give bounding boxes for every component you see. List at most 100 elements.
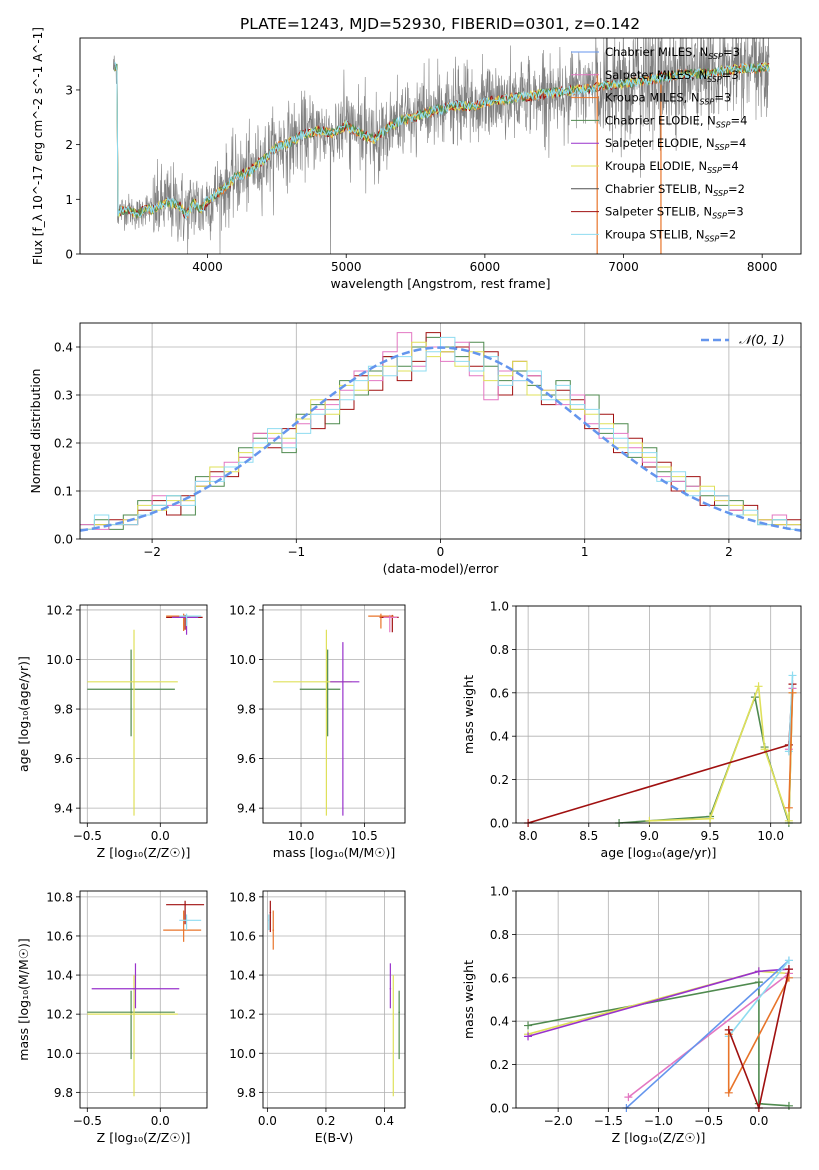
- legend-entry: Chabrier ELODIE, NSSP=4: [605, 113, 747, 129]
- y-tick-label: 10.6: [229, 929, 256, 943]
- legend-label: Kroupa STELIB, N: [605, 227, 705, 241]
- data-point: [398, 1011, 400, 1014]
- y-tick-label: 0.3: [54, 389, 73, 403]
- data-point: [269, 911, 272, 914]
- legend-subscript: SSP: [716, 120, 731, 129]
- axes-frame: [262, 890, 406, 1109]
- axes-frame: [79, 37, 802, 255]
- y-tick-label: 10.2: [229, 1008, 256, 1022]
- weight-marker: [754, 682, 763, 691]
- legend-subscript: SSP: [707, 75, 722, 84]
- legend-label: Kroupa MILES, N: [605, 91, 700, 105]
- data-point: [326, 688, 329, 691]
- legend-label: Salpeter ELODIE, N: [605, 136, 715, 150]
- y-tick-label: 9.6: [237, 752, 256, 766]
- x-tick-label: 0.0: [151, 829, 170, 843]
- legend-tail: =3: [723, 45, 740, 59]
- axes-frame: [262, 604, 406, 824]
- weight-marker: [724, 1025, 733, 1034]
- weight-line: [527, 684, 794, 823]
- y-tick-label: 10.6: [46, 929, 73, 943]
- normal-distribution-curve: [80, 346, 801, 532]
- weight-line: [727, 968, 790, 1108]
- weight-marker: [784, 965, 793, 974]
- y-axis-label: Normed distribution: [28, 369, 43, 494]
- x-axis-label: mass [log₁₀(M/M☉)]: [273, 845, 395, 860]
- y-tick-label: 10.2: [46, 1008, 73, 1022]
- weight-marker: [784, 747, 793, 756]
- data-point: [342, 680, 344, 683]
- legend-entry: Salpeter MILES, NSSP=3: [605, 68, 739, 84]
- age-vs-mass-panel: 10.0 10.5 9.4 9.6 9.8 10.0 10.2 mass [log₁₀(M/M…: [229, 603, 406, 860]
- y-tick-label: 0: [65, 248, 73, 262]
- data-point: [325, 680, 328, 683]
- legend-entry: Salpeter STELIB, NSSP=3: [605, 205, 744, 221]
- y-tick-label: 10.0: [46, 653, 73, 667]
- weight-marker: [784, 1101, 793, 1110]
- y-tick-label: 10.0: [46, 1047, 73, 1061]
- weight-marker: [524, 1032, 533, 1041]
- legend-label: Salpeter STELIB, N: [605, 205, 712, 219]
- y-tick-label: 9.8: [237, 1086, 256, 1100]
- x-tick-label: 5000: [331, 260, 362, 274]
- data-point: [182, 929, 185, 931]
- x-tick-label: 7000: [608, 260, 639, 274]
- x-tick-label: 8.0: [519, 829, 538, 843]
- x-tick-label: −1: [287, 545, 305, 559]
- weight-vs-metallicity-panel: −2.0 −1.5 −1.0 −0.5 0.0 0.0 0.2 0.4 0.6 0.8 1.0 Z […: [461, 885, 802, 1145]
- weight-marker: [788, 671, 797, 680]
- y-tick-label: 0.4: [54, 341, 73, 355]
- x-tick-label: 4000: [192, 260, 223, 274]
- x-tick-label: 9.5: [700, 829, 719, 843]
- x-tick-label: 10.0: [757, 829, 784, 843]
- x-tick-label: 10.0: [288, 829, 315, 843]
- legend-tail: =2: [728, 182, 745, 196]
- y-axis-label: mass weight: [461, 960, 476, 1039]
- y-tick-label: 2: [65, 138, 73, 152]
- axes-frame: [515, 890, 802, 1109]
- weight-marker: [784, 956, 793, 965]
- legend-subscript: SSP: [712, 212, 727, 221]
- y-axis-label: mass weight: [461, 675, 476, 754]
- x-axis-label: Z [log₁₀(Z/Z☉)]: [612, 1130, 706, 1145]
- legend-subscript: SSP: [715, 143, 730, 152]
- y-axis-label: mass [log₁₀(M/M☉)]: [16, 938, 31, 1060]
- x-tick-label: 0: [437, 545, 445, 559]
- observed-spectrum-line: [113, 38, 770, 254]
- x-axis-label: age [log₁₀(age/yr)]: [601, 845, 717, 860]
- legend-label: Kroupa ELODIE, N: [605, 159, 707, 173]
- y-tick-label: 0.2: [490, 773, 509, 787]
- data-point: [130, 688, 132, 691]
- x-tick-label: −2: [143, 545, 161, 559]
- y-tick-label: 0.8: [490, 643, 509, 657]
- legend-tail: =4: [731, 113, 748, 127]
- data-point: [185, 615, 188, 617]
- model-spectrum-line: [114, 61, 770, 219]
- legend-subscript: SSP: [707, 166, 722, 175]
- y-tick-label: 10.0: [229, 653, 256, 667]
- data-point: [389, 987, 392, 990]
- legend-subscript: SSP: [700, 98, 715, 107]
- weight-marker: [645, 816, 654, 825]
- y-tick-label: 0.6: [490, 971, 509, 985]
- y-tick-label: 10.2: [46, 603, 73, 617]
- y-tick-label: 0.0: [54, 533, 73, 547]
- legend-tail: =4: [729, 136, 746, 150]
- weight-line: [625, 959, 790, 1108]
- legend-entry: Kroupa MILES, NSSP=3: [605, 91, 731, 107]
- legend-label: Salpeter MILES, N: [605, 68, 707, 82]
- data-point: [268, 919, 270, 922]
- x-axis-label: Z [log₁₀(Z/Z☉)]: [97, 1130, 191, 1145]
- x-tick-label: 1: [581, 545, 589, 559]
- y-tick-label: 9.8: [54, 1086, 73, 1100]
- histogram-step-line: [80, 336, 801, 539]
- y-tick-label: 10.4: [46, 969, 73, 983]
- data-point: [185, 919, 188, 922]
- data-point: [133, 1013, 135, 1015]
- legend-subscript: SSP: [705, 234, 720, 243]
- y-tick-label: 0.0: [490, 817, 509, 831]
- x-tick-label: −2.0: [544, 1114, 573, 1128]
- weight-marker: [754, 978, 763, 987]
- y-tick-label: 0.4: [490, 1015, 509, 1029]
- legend-entry: Kroupa ELODIE, NSSP=4: [605, 159, 739, 175]
